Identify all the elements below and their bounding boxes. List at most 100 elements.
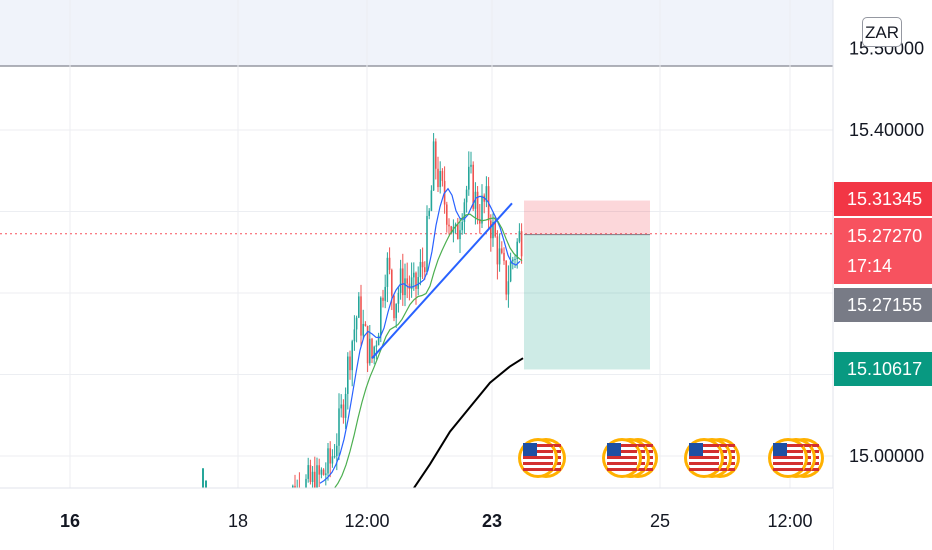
- take-profit-zone: [524, 234, 650, 370]
- candle-body: [494, 221, 496, 237]
- candle-body: [454, 224, 457, 227]
- price-tick-label: 15.40000: [849, 120, 924, 140]
- candle-body: [509, 261, 512, 282]
- flag-stripe: [773, 468, 803, 471]
- us-flag-icon: [768, 438, 808, 478]
- event-marker-group[interactable]: [768, 438, 824, 478]
- flag-stripe: [689, 456, 719, 459]
- candle-body: [391, 269, 393, 296]
- candle-body: [369, 338, 371, 364]
- candle-body: [366, 325, 369, 364]
- event-marker-group[interactable]: [684, 438, 740, 478]
- candle-body: [322, 469, 325, 475]
- flag-stripe: [607, 444, 637, 447]
- candle-body: [446, 204, 448, 225]
- candle-body: [410, 277, 413, 289]
- candle-body: [386, 257, 389, 287]
- flag-stripe: [689, 450, 719, 453]
- us-flag-icon: [684, 438, 724, 478]
- candle-body: [402, 268, 404, 296]
- event-marker-group[interactable]: [518, 438, 566, 478]
- candle-body: [421, 261, 424, 268]
- flag-stripe: [773, 462, 803, 465]
- candle-body: [463, 202, 466, 222]
- candle-body: [465, 189, 468, 203]
- candle-body: [432, 141, 435, 191]
- currency-badge[interactable]: ZAR: [862, 17, 902, 47]
- candle-body: [492, 221, 494, 239]
- flag-stripe: [523, 468, 553, 471]
- candle-body: [481, 195, 483, 224]
- flag-canton: [689, 443, 703, 456]
- moving-average-fast: [319, 187, 521, 484]
- flag-stripe: [523, 456, 553, 459]
- us-flag-icon: [602, 438, 642, 478]
- stop-loss-price: 15.31345: [847, 189, 923, 209]
- candle-body: [320, 469, 323, 475]
- candle-body: [349, 356, 351, 371]
- flag-stripe: [607, 450, 637, 453]
- candle-body: [327, 448, 329, 474]
- candle-body: [496, 236, 499, 265]
- time-tick-label: 23: [482, 511, 502, 531]
- candle-body: [476, 191, 479, 219]
- candle-body: [318, 465, 320, 475]
- header-band: [0, 0, 833, 66]
- flag-stripe: [523, 450, 553, 453]
- candle-body: [393, 295, 395, 319]
- candle-body: [479, 218, 481, 224]
- candle-body: [470, 164, 472, 167]
- candle-body: [461, 221, 463, 231]
- candle-body: [419, 261, 422, 278]
- candle-body: [331, 456, 334, 464]
- current-price-tag: 15.27270 17:14: [834, 218, 932, 284]
- candle-body: [406, 278, 408, 284]
- flag-stripe: [523, 462, 553, 465]
- entry-price-tag: 15.27155: [834, 288, 932, 322]
- flag-stripe: [773, 450, 803, 453]
- candle-body: [404, 278, 406, 296]
- time-tick-label: 25: [650, 511, 670, 531]
- candle-body: [311, 471, 314, 482]
- time-axis: [0, 488, 833, 550]
- flag-stripe: [607, 468, 637, 471]
- flag-stripe: [689, 468, 719, 471]
- candle-body: [507, 281, 510, 295]
- event-marker-group[interactable]: [602, 438, 658, 478]
- candle-body: [435, 141, 437, 169]
- candle-body: [424, 267, 426, 273]
- candle-body: [505, 260, 507, 295]
- entry-price: 15.27155: [847, 295, 923, 315]
- candle-body: [428, 210, 430, 216]
- flag-stripe: [607, 456, 637, 459]
- candle-body: [314, 471, 316, 500]
- us-flag-icon: [518, 438, 558, 478]
- candle-body: [342, 404, 345, 418]
- flag-canton: [773, 443, 787, 456]
- candle-body: [351, 341, 353, 371]
- candle-body: [417, 277, 419, 289]
- candle-body: [373, 346, 375, 359]
- candle-body: [450, 226, 452, 234]
- flag-stripe: [689, 462, 719, 465]
- candle-body: [371, 338, 373, 359]
- time-tick-label: 12:00: [767, 511, 812, 531]
- candle-body: [501, 248, 503, 253]
- candle-body: [388, 257, 391, 270]
- candles: [283, 133, 523, 525]
- current-price: 15.27270: [847, 226, 923, 246]
- candle-body: [516, 241, 518, 260]
- candle-body: [375, 345, 378, 347]
- flag-stripe: [607, 462, 637, 465]
- time-tick-label: 18: [228, 511, 248, 531]
- candle-body: [364, 323, 367, 326]
- candle-body: [457, 224, 459, 240]
- candle-body: [340, 404, 342, 409]
- time-tick-label: 16: [60, 511, 80, 531]
- candle-body: [344, 393, 347, 418]
- candle-body: [377, 335, 380, 346]
- candle-body: [336, 445, 338, 457]
- flag-stripe: [689, 444, 719, 447]
